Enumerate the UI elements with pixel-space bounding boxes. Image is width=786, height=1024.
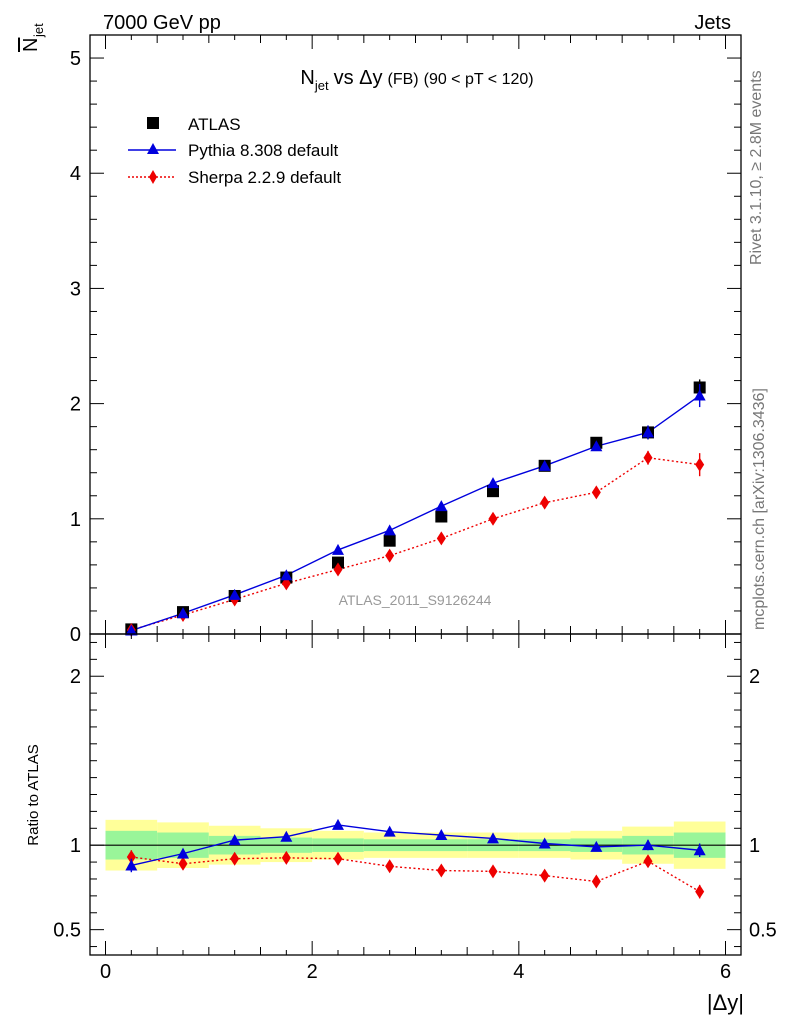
- analysis-watermark: ATLAS_2011_S9126244: [339, 592, 492, 608]
- ratio-y-tick-label: 2: [70, 666, 81, 688]
- legend-label-pythia: Pythia 8.308 default: [188, 141, 339, 160]
- y-tick-label: 5: [70, 48, 81, 70]
- pythia-point: [383, 524, 396, 536]
- pythia-line: [131, 394, 701, 632]
- ratio-pythia-line: [131, 824, 700, 867]
- ratio-pythia-point: [125, 859, 138, 871]
- legend-label-atlas: ATLAS: [188, 115, 241, 134]
- pythia-point: [125, 624, 138, 636]
- ratio-y-tick-label-right: 2: [749, 666, 760, 688]
- legend-marker-pythia: [147, 143, 159, 154]
- pythia-point: [642, 426, 654, 438]
- x-tick-label: 0: [100, 961, 111, 983]
- sherpa-point: [333, 562, 343, 577]
- ratio-sherpa-point: [591, 874, 601, 889]
- pythia-point: [177, 607, 189, 619]
- header-left: 7000 GeV pp: [103, 12, 221, 34]
- ratio-pythia-point: [487, 832, 499, 844]
- sherpa-point: [436, 531, 446, 546]
- mcplots-text: mcplots.cern.ch [arXiv:1306.3436]: [751, 388, 768, 630]
- title-vs: vs Δy: [334, 67, 383, 89]
- main-ylabel-sub: jet: [31, 23, 46, 38]
- ratio-pythia-point: [228, 834, 241, 846]
- y-tick-label: 3: [70, 278, 81, 300]
- ratio-ylabel: Ratio to ATLAS: [25, 744, 42, 845]
- pythia-point: [435, 500, 448, 512]
- pythia-point: [332, 543, 344, 555]
- ratio-pythia-point: [435, 829, 448, 841]
- title-fb: (FB): [388, 71, 419, 88]
- ratio-plot-area: 0.5 0.5 1 1 2 2 0 2 4 6: [53, 633, 777, 983]
- main-ylabel: N jet: [20, 23, 46, 52]
- y-tick-label: 0: [70, 624, 81, 646]
- ratio-sherpa-point: [695, 884, 705, 899]
- sherpa-point: [643, 450, 653, 465]
- y-tick-label: 2: [70, 394, 81, 416]
- y-tick-label: 4: [70, 163, 81, 185]
- x-tick-label: 4: [513, 961, 524, 983]
- atlas-point: [435, 510, 448, 523]
- atlas-point: [383, 534, 396, 547]
- title-sub: jet: [314, 78, 329, 93]
- title-n: N: [300, 67, 314, 89]
- ratio-sherpa-point: [178, 856, 188, 871]
- ratio-sherpa-point: [540, 868, 550, 883]
- main-plot-area: 0 1 2 3 4 5: [70, 34, 742, 646]
- sherpa-point: [591, 485, 601, 500]
- sherpa-point: [488, 511, 498, 526]
- legend: ATLAS Pythia 8.308 default Sherpa 2.2.9 …: [128, 115, 341, 187]
- ratio-pythia-point: [332, 818, 344, 830]
- ratio-sherpa-point: [643, 854, 653, 869]
- pythia-point: [590, 440, 603, 452]
- rivet-version-text: Rivet 3.1.10, ≥ 2.8M events: [748, 70, 765, 265]
- main-title: Njet vs Δy (FB) (90 < pT < 120): [300, 67, 533, 93]
- x-tick-label: 2: [307, 961, 318, 983]
- title-range: (90 < pT < 120): [424, 71, 534, 88]
- atlas-point: [487, 485, 499, 498]
- legend-marker-sherpa: [149, 170, 157, 184]
- ratio-pythia-point: [383, 825, 396, 837]
- sherpa-point: [540, 495, 550, 510]
- ratio-sherpa-point: [385, 859, 395, 874]
- main-ylabel-n: N: [20, 38, 42, 52]
- sherpa-line: [131, 457, 700, 631]
- ratio-pythia-point: [280, 830, 293, 842]
- ratio-xlabel: |Δy|: [707, 990, 744, 1015]
- ratio-sherpa-point: [436, 863, 446, 878]
- ratio-y-tick-label: 1: [70, 835, 81, 857]
- ratio-pythia-point: [177, 847, 189, 859]
- ratio-pythia-point: [538, 837, 551, 849]
- legend-marker-atlas: [147, 117, 159, 129]
- sherpa-point: [695, 457, 705, 472]
- pythia-point: [280, 569, 293, 581]
- x-tick-label: 6: [720, 961, 731, 983]
- ratio-sherpa-point: [126, 850, 136, 865]
- legend-label-sherpa: Sherpa 2.2.9 default: [188, 168, 341, 187]
- ratio-pythia-point: [590, 840, 603, 852]
- ratio-sherpa-point: [281, 850, 291, 865]
- ratio-sherpa-point: [333, 851, 343, 866]
- ratio-frame: [89, 633, 742, 956]
- pythia-point: [538, 459, 551, 471]
- pythia-point: [487, 477, 499, 489]
- pythia-point: [693, 389, 706, 401]
- ratio-y-tick-label-right: 1: [749, 835, 760, 857]
- sherpa-point: [385, 548, 395, 563]
- ratio-sherpa-point: [488, 864, 498, 879]
- ratio-y-tick-label: 0.5: [53, 920, 81, 942]
- pythia-point: [228, 588, 241, 600]
- ratio-pythia-point: [693, 844, 706, 856]
- ratio-sherpa-line: [131, 856, 701, 893]
- header-right: Jets: [694, 12, 731, 34]
- ratio-sherpa-point: [230, 851, 240, 866]
- ratio-pythia-point: [642, 839, 654, 851]
- ratio-y-tick-label-right: 0.5: [749, 920, 777, 942]
- y-tick-label: 1: [70, 509, 81, 531]
